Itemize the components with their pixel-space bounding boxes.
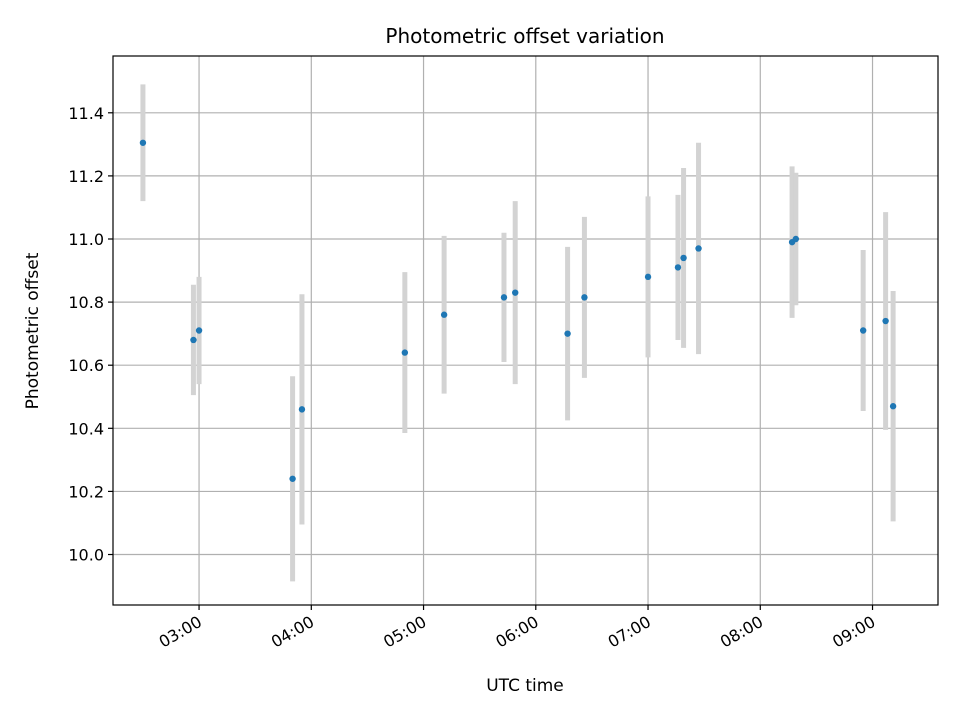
data-point	[500, 294, 508, 301]
data-point	[190, 336, 197, 344]
data-point	[512, 289, 519, 296]
data-points	[139, 139, 897, 482]
y-axis: 10.0 10.2 10.4 10.6 10.8 11.0 11.2 11.4	[68, 104, 113, 565]
data-point	[680, 254, 687, 262]
data-point	[581, 294, 588, 301]
data-point	[644, 273, 652, 281]
chart-title: Photometric offset variation	[385, 24, 664, 48]
y-tick-label: 10.4	[68, 419, 104, 438]
data-point	[859, 327, 867, 334]
data-point	[674, 264, 682, 271]
data-point	[695, 245, 702, 252]
y-tick-label: 10.8	[68, 293, 104, 312]
y-tick-label: 11.4	[68, 104, 104, 123]
data-point	[401, 349, 409, 356]
y-tick-label: 10.2	[68, 482, 104, 501]
data-point	[792, 235, 800, 243]
plot-frame	[112, 55, 939, 606]
grid	[113, 56, 938, 605]
data-point	[298, 406, 306, 413]
y-tick-label: 11.0	[68, 230, 104, 249]
data-point	[564, 330, 571, 337]
x-axis-label: UTC time	[486, 676, 564, 696]
data-point	[440, 311, 448, 318]
y-tick-label: 10.6	[68, 356, 104, 375]
data-point	[289, 475, 296, 482]
data-point	[139, 139, 147, 146]
data-point	[195, 327, 203, 334]
data-point	[882, 317, 889, 325]
y-tick-label: 11.2	[68, 167, 104, 186]
y-tick-label: 10.0	[68, 546, 104, 565]
data-point	[889, 403, 897, 410]
y-axis-label: Photometric offset	[23, 252, 43, 409]
